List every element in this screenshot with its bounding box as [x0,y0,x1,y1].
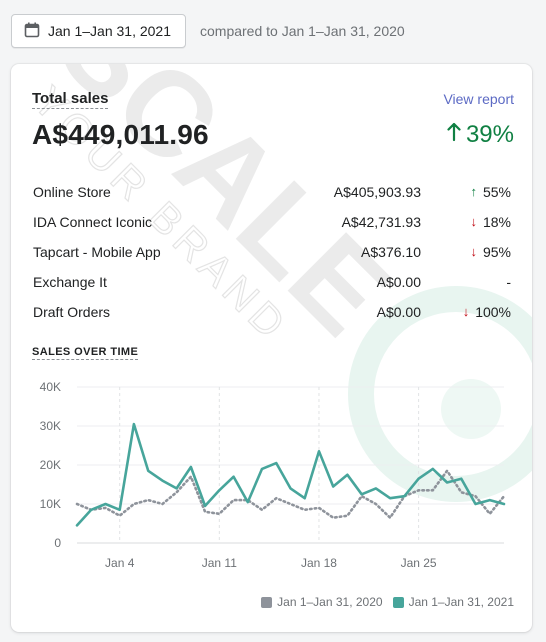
chart-legend: Jan 1–Jan 31, 2020 Jan 1–Jan 31, 2021 [261,595,514,609]
x-tick-label: Jan 18 [301,556,337,570]
card-title: Total sales [32,90,109,109]
comparison-label: compared to Jan 1–Jan 31, 2020 [200,23,405,39]
legend-swatch-2020 [261,596,273,608]
channel-row: Online Store A$405,903.93 ↑ 55% [33,177,511,207]
channel-name: Draft Orders [33,304,111,320]
x-tick-label: Jan 25 [401,556,437,570]
series-line-2021 [75,422,506,527]
x-tick-label: Jan 11 [202,556,237,570]
total-sales-card: SCALE YOUR BRAND Total sales View report… [11,64,532,632]
channel-change: ↓ 18% [470,207,511,237]
arrow-down-icon: ↓ [462,304,470,319]
channel-amount: A$42,731.93 [341,214,421,230]
y-tick-label: 0 [54,536,61,550]
legend-item-2021: Jan 1–Jan 31, 2021 [392,595,514,609]
arrow-down-icon: ↓ [470,244,477,259]
arrow-up-icon: ↑ [470,184,477,199]
channel-row: Exchange It A$0.00 - [33,267,511,297]
sales-over-time-chart: 0 10K 20K 30K 40K Jan 4 Jan 11 Jan 18 Jan 25 [40,380,506,570]
sales-over-time-heading: SALES OVER TIME [32,346,139,360]
channel-change-value: 100% [475,304,511,320]
channel-row: Tapcart - Mobile App A$376.10 ↓ 95% [33,237,511,267]
channel-row: IDA Connect Iconic A$42,731.93 ↓ 18% [33,207,511,237]
channel-amount: A$0.00 [376,274,421,290]
legend-item-2020: Jan 1–Jan 31, 2020 [261,595,383,609]
arrow-down-icon: ↓ [470,214,477,229]
channel-change: ↑ 55% [470,177,511,207]
y-tick-label: 30K [40,419,61,433]
channel-change-value: 55% [482,184,511,200]
channel-amount: A$0.00 [376,304,421,320]
channel-name: Exchange It [33,274,107,290]
y-tick-label: 10K [40,497,61,511]
channel-name: Tapcart - Mobile App [33,244,161,260]
total-change-value: 39% [465,121,514,148]
channel-row: Draft Orders A$0.00 ↓ 100% [33,297,511,327]
calendar-icon [24,22,40,41]
date-range-label: Jan 1–Jan 31, 2021 [48,23,171,39]
legend-label-2020: Jan 1–Jan 31, 2020 [277,595,383,609]
date-toolbar: Jan 1–Jan 31, 2021 compared to Jan 1–Jan… [11,14,405,48]
date-range-button[interactable]: Jan 1–Jan 31, 2021 [11,14,186,48]
total-sales-value: A$449,011.96 [32,119,209,150]
series-line-2020 [75,469,506,519]
channel-change-value: 95% [482,244,511,260]
channel-name: Online Store [33,184,111,200]
channel-change: - [506,267,511,297]
legend-swatch-2021 [392,596,404,608]
arrow-up-icon [446,121,462,149]
channel-change-value: - [506,274,511,290]
channel-amount: A$405,903.93 [333,184,421,200]
y-tick-label: 20K [40,458,61,472]
channel-name: IDA Connect Iconic [33,214,153,230]
channel-breakdown: Online Store A$405,903.93 ↑ 55% IDA Conn… [33,177,511,327]
total-change: 39% [446,121,514,149]
x-tick-label: Jan 4 [105,556,135,570]
channel-change: ↓ 95% [470,237,511,267]
channel-change: ↓ 100% [463,297,511,327]
y-tick-label: 40K [40,380,61,394]
legend-label-2021: Jan 1–Jan 31, 2021 [408,595,514,609]
channel-amount: A$376.10 [361,244,421,260]
channel-change-value: 18% [482,214,511,230]
view-report-link[interactable]: View report [443,91,514,107]
